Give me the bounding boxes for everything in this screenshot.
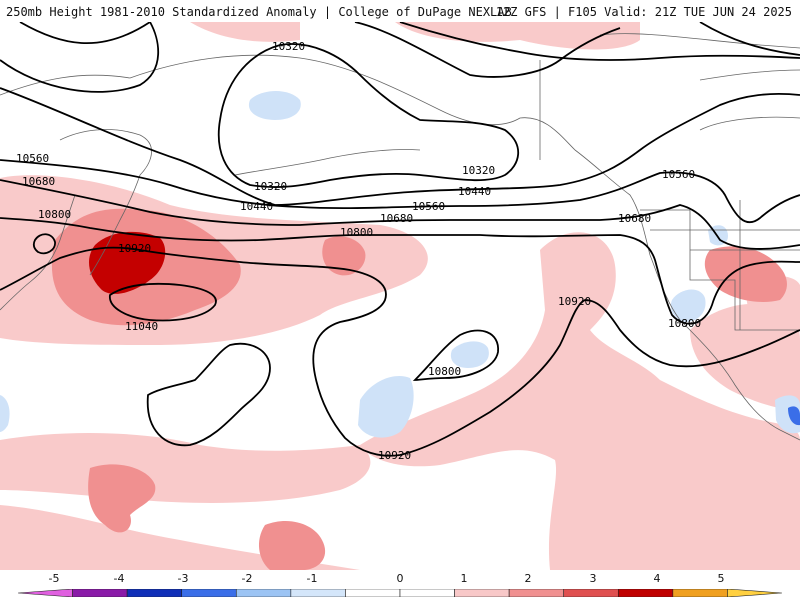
colorbar-label: -3 — [177, 572, 189, 585]
contour-10920-a — [0, 246, 800, 457]
contour-10680-c — [699, 22, 800, 56]
coastlines — [0, 33, 800, 441]
colorbar-segment — [563, 589, 619, 597]
label-10680-c: 10680 — [618, 212, 651, 225]
negative-anomaly-strong — [788, 406, 800, 426]
colorbar-label: -4 — [113, 572, 125, 585]
colorbar-segment — [235, 589, 292, 597]
contour-10800-b — [32, 233, 56, 255]
map-title: 250mb Height 1981-2010 Standardized Anom… — [6, 5, 512, 19]
contour-10320-b — [19, 22, 151, 45]
label-10920-c: 10920 — [378, 449, 411, 462]
label-10320-a: 10320 — [272, 40, 305, 53]
contour-labels: 10320 10320 10320 10440 10440 10560 1056… — [16, 40, 701, 462]
colorbar-segment — [18, 589, 73, 597]
contour-10800-d — [146, 342, 271, 447]
colorbar-segment — [345, 589, 401, 597]
contour-10320-a — [0, 22, 160, 93]
label-10800-d: 10800 — [668, 317, 701, 330]
contour-10800-a — [0, 217, 800, 325]
colorbar-strip — [18, 589, 782, 597]
colorbar-segment — [508, 589, 565, 597]
colorbar-label: -5 — [48, 572, 60, 585]
height-contours — [0, 22, 800, 457]
contour-10800-c — [412, 329, 499, 381]
colorbar-segment — [454, 589, 510, 597]
colorbar-segment — [72, 589, 128, 597]
colorbar-segment — [181, 589, 237, 597]
colorbar-segment — [399, 589, 455, 597]
label-10440-b: 10440 — [458, 185, 491, 198]
anomaly-map: 10320 10320 10320 10440 10440 10560 1056… — [0, 22, 800, 570]
colorbar-segment — [617, 589, 674, 597]
model-valid-time: 12Z GFS | F105 Valid: 21Z TUE JUN 24 202… — [495, 5, 792, 19]
label-10800-b: 10800 — [340, 226, 373, 239]
colorbar: -5 -4 -3 -2 -1 0 1 2 3 4 5 — [0, 570, 800, 600]
colorbar-label: 0 — [396, 572, 404, 585]
colorbar-segment — [672, 589, 728, 597]
label-10680-b: 10680 — [380, 212, 413, 225]
contour-10440-b — [354, 22, 621, 78]
label-10800-c: 10800 — [428, 365, 461, 378]
label-10560-c: 10560 — [662, 168, 695, 181]
label-10680-a: 10680 — [22, 175, 55, 188]
contour-10680-a — [0, 179, 800, 250]
contour-10320-c — [217, 43, 520, 188]
contour-11040-a — [109, 282, 217, 322]
colorbar-segment — [290, 589, 346, 597]
colorbar-segment — [126, 589, 183, 597]
colorbar-label: -2 — [241, 572, 253, 585]
label-10920-b: 10920 — [558, 295, 591, 308]
label-11040-a: 11040 — [125, 320, 158, 333]
label-10800-a: 10800 — [38, 208, 71, 221]
label-10320-c: 10320 — [462, 164, 495, 177]
colorbar-label: 5 — [717, 572, 725, 585]
colorbar-label: -1 — [306, 572, 318, 585]
label-10560-a: 10560 — [16, 152, 49, 165]
colorbar-segment — [727, 589, 782, 597]
label-10920-a: 10920 — [118, 242, 151, 255]
colorbar-label: 1 — [460, 572, 468, 585]
colorbar-label: 2 — [524, 572, 532, 585]
label-10440-a: 10440 — [240, 200, 273, 213]
contour-10440-a — [0, 87, 800, 206]
contour-10560-a — [0, 159, 800, 224]
colorbar-label: 3 — [589, 572, 597, 585]
label-10320-b: 10320 — [254, 180, 287, 193]
negative-anomaly-light — [0, 91, 800, 438]
label-10560-b: 10560 — [412, 200, 445, 213]
contour-10560-c — [399, 22, 800, 61]
header-bar: 250mb Height 1981-2010 Standardized Anom… — [0, 0, 800, 22]
colorbar-label: 4 — [653, 572, 661, 585]
